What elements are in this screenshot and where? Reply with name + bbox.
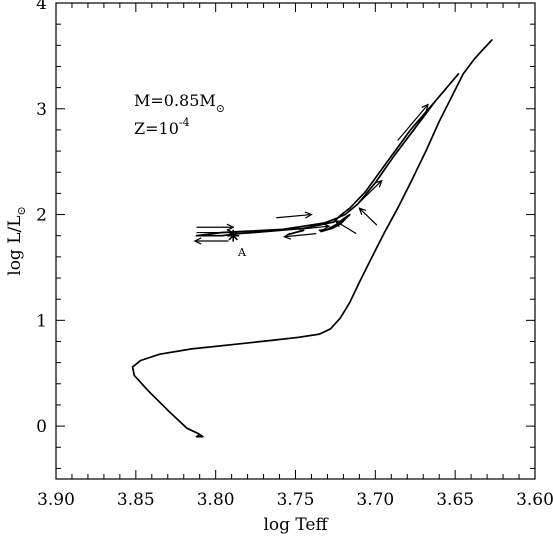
y-tick-label: 2	[36, 206, 47, 226]
arrow-shaft	[335, 220, 357, 235]
x-axis-label: log Teff	[263, 515, 329, 535]
track-segment-4	[286, 229, 305, 236]
x-tick-label: 3.90	[37, 490, 75, 510]
x-tick-label: 3.60	[516, 490, 553, 510]
arrow-head	[322, 223, 331, 231]
marker-a	[227, 229, 240, 242]
y-tick-label: 1	[36, 311, 47, 331]
mass-annotation-sun-symbol: ⊙	[216, 102, 225, 115]
x-tick-labels: 3.90 3.85 3.80 3.75 3.70 3.65 3.60	[37, 490, 553, 510]
x-tick-label: 3.65	[436, 490, 474, 510]
mass-annotation-text: M=0.85M	[134, 91, 216, 110]
direction-arrow	[193, 237, 229, 245]
arrow-shaft	[358, 207, 378, 226]
direction-arrow	[357, 179, 383, 205]
x-tick-label: 3.75	[277, 490, 315, 510]
direction-arrow	[282, 232, 317, 240]
x-tick-label: 3.70	[356, 490, 394, 510]
arrow-shaft	[284, 232, 317, 238]
direction-arrow	[276, 211, 313, 219]
asterisk-stroke	[228, 230, 239, 241]
direction-arrow	[334, 220, 357, 235]
arrow-head	[226, 223, 235, 231]
arrow-head	[304, 211, 313, 219]
arrow-shaft	[397, 104, 429, 141]
track-segment-2	[195, 73, 460, 237]
y-tick-label: 3	[36, 100, 47, 120]
direction-arrow	[397, 103, 429, 141]
y-axis-label-main: log L/L	[5, 215, 25, 275]
x-tick-label: 3.85	[117, 490, 155, 510]
arrow-shaft	[298, 225, 330, 230]
y-axis-label-sun-symbol: ⊙	[15, 206, 28, 215]
arrow-head	[334, 220, 343, 228]
metallicity-annotation-exponent: -4	[179, 116, 190, 129]
direction-arrows	[193, 103, 429, 245]
arrow-head	[374, 179, 383, 188]
y-tick-label: 4	[36, 0, 47, 14]
x-tick-label: 3.80	[197, 490, 235, 510]
metallicity-annotation-text: Z=10	[134, 119, 179, 138]
metallicity-annotation: Z=10-4	[134, 116, 190, 138]
arrow-shaft	[357, 180, 383, 205]
y-axis-label: log L/L⊙	[5, 206, 28, 275]
arrow-head	[193, 237, 202, 245]
track-segment-3	[318, 213, 351, 233]
track-segment-1	[131, 39, 493, 438]
y-tick-label: 0	[36, 417, 47, 437]
evolution-tracks	[131, 39, 493, 438]
direction-arrow	[298, 223, 331, 231]
arrow-head	[282, 232, 292, 240]
direction-arrow	[196, 223, 235, 231]
arrow-shaft	[276, 213, 312, 219]
axis-ticks	[55, 2, 536, 479]
arrow-head	[421, 103, 429, 112]
y-tick-labels: 0 1 2 3 4	[36, 0, 47, 437]
marker-a-label: A	[237, 246, 247, 259]
direction-arrow	[358, 207, 378, 226]
arrow-head	[358, 207, 367, 215]
mass-annotation: M=0.85M⊙	[134, 91, 225, 115]
